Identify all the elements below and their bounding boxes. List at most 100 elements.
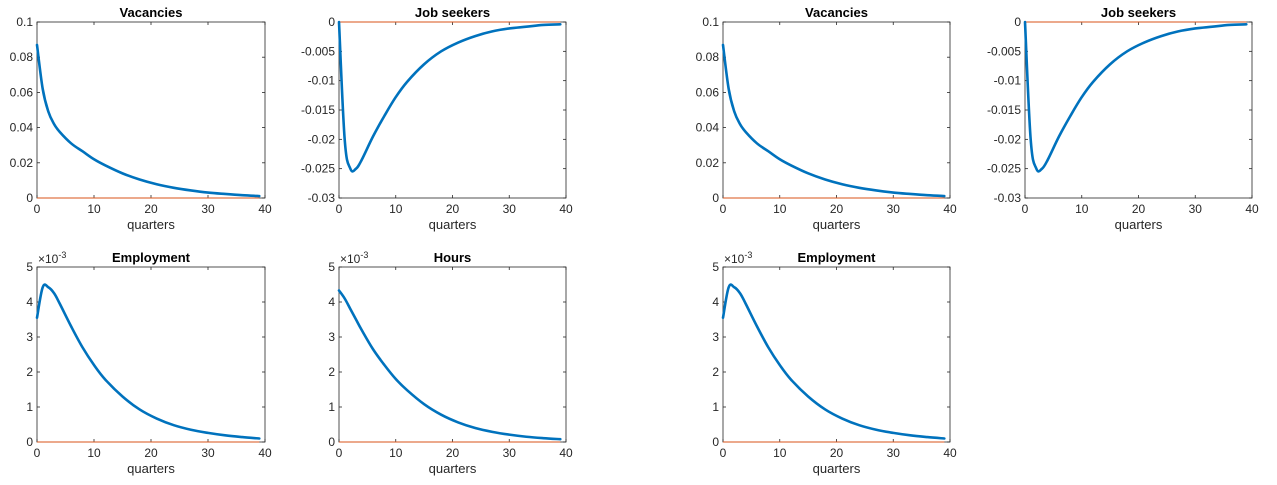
- y-tick-label: -0.005: [301, 44, 335, 58]
- x-tick-label: 10: [87, 202, 101, 216]
- y-tick-label: 1: [26, 400, 33, 414]
- y-tick-label: 0.06: [696, 85, 720, 99]
- x-axis-label: quarters: [127, 217, 175, 232]
- x-tick-label: 10: [773, 202, 787, 216]
- x-tick-label: 0: [336, 202, 343, 216]
- x-tick-label: 40: [559, 202, 573, 216]
- y-tick-label: 5: [328, 260, 335, 274]
- axes-box: [1024, 21, 1253, 199]
- x-tick-label: 40: [258, 202, 272, 216]
- x-tick-label: 20: [144, 446, 158, 460]
- series-line: [721, 283, 946, 440]
- y-tick-label: 0: [328, 435, 335, 449]
- y-tick-label: 0.08: [10, 50, 34, 64]
- y-tick-label: -0.02: [308, 132, 336, 146]
- x-axis-label: quarters: [127, 461, 175, 476]
- x-tick-label: 20: [1132, 202, 1146, 216]
- x-tick-label: 0: [720, 202, 727, 216]
- y-tick-label: 0.06: [10, 85, 34, 99]
- y-tick-label: 0.1: [702, 15, 719, 29]
- y-tick-label: -0.03: [308, 191, 336, 205]
- x-tick-label: 20: [144, 202, 158, 216]
- series-line: [35, 283, 261, 440]
- x-tick-label: 20: [446, 202, 460, 216]
- series-line: [1023, 20, 1248, 173]
- y-tick-label: 3: [712, 330, 719, 344]
- subplot-4: 0 10 20 30 40 -0.03 -0.025 -0.02 -0.015 -0.01 -0.0…: [987, 5, 1259, 232]
- y-tick-label: 3: [328, 330, 335, 344]
- x-tick-label: 0: [336, 446, 343, 460]
- axes-box: [338, 21, 567, 199]
- subplot-title: Employment: [797, 250, 876, 265]
- x-axis-label: quarters: [813, 461, 861, 476]
- series-line: [721, 43, 946, 198]
- y-tick-label: 2: [328, 365, 335, 379]
- y-tick-label: -0.005: [987, 44, 1021, 58]
- y-tick-label: -0.025: [301, 162, 335, 176]
- subplot-5: 0 10 20 30 40 0 1 2 3 4 5 ×10-3 Employment quarters: [26, 250, 272, 476]
- x-tick-label: 10: [389, 202, 403, 216]
- x-axis-label: quarters: [429, 217, 477, 232]
- x-tick-label: 30: [503, 202, 517, 216]
- y-tick-label: 0: [328, 15, 335, 29]
- y-tick-label: 4: [712, 295, 719, 309]
- x-tick-label: 30: [503, 446, 517, 460]
- y-tick-label: 4: [26, 295, 33, 309]
- x-tick-label: 30: [201, 202, 215, 216]
- x-tick-label: 10: [389, 446, 403, 460]
- y-tick-label: 0: [1014, 15, 1021, 29]
- x-tick-label: 40: [258, 446, 272, 460]
- y-tick-label: 0: [712, 435, 719, 449]
- y-tick-label: 0.04: [10, 121, 34, 135]
- axes-box: [338, 266, 567, 443]
- subplot-3: 0 10 20 30 40 0 0.02 0.04 0.06 0.08 0.1 Vacancies qu…: [696, 5, 957, 232]
- subplot-6: 0 10 20 30 40 0 1 2 3 4 5 ×10-3 Hours quarters: [328, 250, 573, 476]
- x-tick-label: 40: [559, 446, 573, 460]
- x-tick-label: 30: [1189, 202, 1203, 216]
- y-tick-label: 0.02: [696, 156, 720, 170]
- y-tick-label: 4: [328, 295, 335, 309]
- y-tick-label: -0.015: [301, 103, 335, 117]
- subplot-title: Job seekers: [1101, 5, 1176, 20]
- y-tick-label: 5: [26, 260, 33, 274]
- y-tick-label: -0.02: [994, 132, 1022, 146]
- x-tick-label: 10: [87, 446, 101, 460]
- x-tick-label: 0: [720, 446, 727, 460]
- subplot-title: Hours: [434, 250, 472, 265]
- subplot-2: 0 10 20 30 40 -0.03 -0.025 -0.02 -0.015 -0.01 -0.0…: [301, 5, 573, 232]
- series-line: [35, 43, 261, 198]
- x-tick-label: 30: [887, 202, 901, 216]
- subplot-title: Employment: [112, 250, 191, 265]
- x-tick-label: 20: [446, 446, 460, 460]
- x-tick-label: 10: [773, 446, 787, 460]
- y-tick-label: -0.025: [987, 162, 1021, 176]
- y-tick-label: -0.03: [994, 191, 1022, 205]
- x-tick-label: 30: [201, 446, 215, 460]
- subplot-1: 0 10 20 30 40 0 0.02 0.04 0.06 0.08 0.1 Vacancies qu…: [10, 5, 272, 232]
- x-axis-label: quarters: [813, 217, 861, 232]
- y-tick-label: 0.1: [16, 15, 33, 29]
- y-tick-label: 1: [712, 400, 719, 414]
- x-tick-label: 20: [830, 446, 844, 460]
- y-tick-label: 0.02: [10, 156, 34, 170]
- subplot-title: Vacancies: [805, 5, 868, 20]
- y-tick-label: -0.01: [994, 74, 1022, 88]
- axes-box: [722, 266, 951, 443]
- subplot-title: Job seekers: [415, 5, 490, 20]
- y-tick-label: -0.01: [308, 74, 336, 88]
- y-axis-multiplier: ×10-3: [38, 250, 66, 266]
- y-axis-multiplier: ×10-3: [724, 250, 752, 266]
- axes-box: [36, 266, 266, 443]
- x-axis-label: quarters: [1115, 217, 1163, 232]
- y-tick-label: 0: [26, 191, 33, 205]
- y-tick-label: 0: [712, 191, 719, 205]
- y-tick-label: 5: [712, 260, 719, 274]
- y-tick-label: 2: [26, 365, 33, 379]
- subplot-title: Vacancies: [120, 5, 183, 20]
- y-tick-label: -0.015: [987, 103, 1021, 117]
- series-line: [337, 289, 562, 441]
- axes-box: [722, 21, 951, 199]
- x-tick-label: 0: [1022, 202, 1029, 216]
- series-line: [337, 20, 562, 173]
